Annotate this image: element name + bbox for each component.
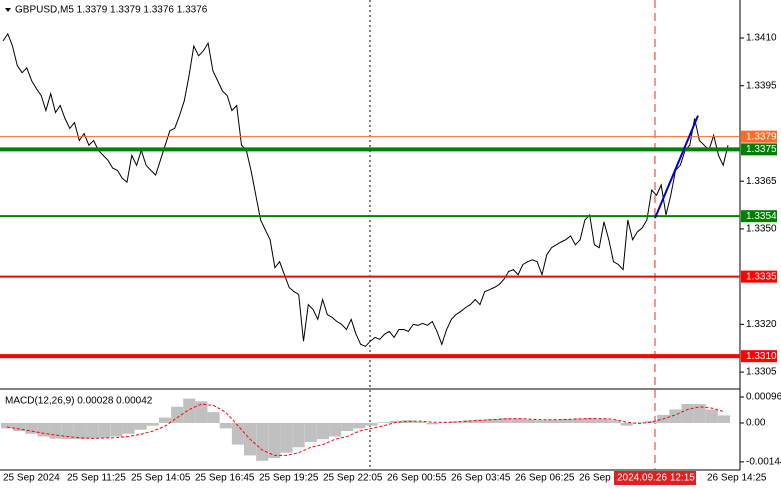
y-tick-label: 1.3320 <box>746 319 777 330</box>
histogram-bar <box>219 422 232 429</box>
histogram-bar <box>256 422 269 461</box>
level-label-box <box>741 143 777 156</box>
x-tick-label: 25 Sep 14:05 <box>131 473 191 484</box>
y-tick-label: 1.3410 <box>746 33 777 44</box>
y-tick-label: 0.00 <box>746 418 766 429</box>
histogram-bar <box>61 422 74 440</box>
level-label-box <box>741 350 777 363</box>
histogram-bar <box>183 398 196 423</box>
histogram-bar <box>572 418 585 423</box>
histogram-bar <box>401 420 415 423</box>
x-tick-label: 25 Sep 16:45 <box>195 473 255 484</box>
trendline <box>654 115 699 219</box>
histogram-bar <box>158 417 172 423</box>
histogram-bar <box>365 422 378 426</box>
price-line <box>2 32 729 347</box>
histogram-bar <box>450 421 463 423</box>
histogram-bar <box>705 409 718 423</box>
chart-title: GBPUSD,M5 1.3379 1.3379 1.3376 1.3376 <box>15 5 208 16</box>
histogram-bar <box>25 422 38 434</box>
histogram-bar <box>195 401 208 423</box>
histogram-bar <box>559 418 573 423</box>
histogram-bar <box>523 419 536 423</box>
histogram-bar <box>86 422 99 439</box>
histogram-bar <box>584 418 597 423</box>
histogram-bar <box>49 422 62 439</box>
histogram-bar <box>268 422 281 459</box>
x-tick-label: 25 Sep 2024 <box>3 473 60 484</box>
histogram-bar <box>535 420 548 423</box>
histogram-bar <box>146 422 159 426</box>
x-tick-label: 25 Sep 22:05 <box>323 473 383 484</box>
histogram-bar <box>304 422 317 442</box>
histogram-bar <box>474 419 487 423</box>
histogram-bar <box>134 422 147 430</box>
histogram-bar <box>377 422 390 423</box>
x-tick-label: 26 Sep 0 <box>579 473 619 484</box>
y-tick-label: 1.3365 <box>746 176 777 187</box>
histogram-bar <box>717 415 731 423</box>
x-tick-label: 25 Sep 11:25 <box>67 473 126 484</box>
y-tick-label: -0.00144 <box>746 457 781 468</box>
histogram-bar <box>426 422 439 425</box>
histogram-bar <box>389 420 402 423</box>
histogram-bar <box>341 422 354 432</box>
level-label-box <box>741 270 777 283</box>
x-tick-label: 26 Sep 06:25 <box>515 473 575 484</box>
x-tick-label: 26 Sep 00:55 <box>387 473 447 484</box>
histogram-bar <box>292 422 305 448</box>
histogram-bar <box>681 404 694 423</box>
level-label: 1.3379 <box>746 131 777 142</box>
histogram-bar <box>329 422 342 437</box>
histogram-bar <box>280 422 293 453</box>
level-label: 1.3310 <box>746 351 777 362</box>
cursor-label: 2024.09.26 12:15 <box>617 473 695 484</box>
histogram-bar <box>37 422 50 437</box>
histogram-bar <box>414 421 427 423</box>
y-tick-label: 1.3305 <box>746 367 777 378</box>
histogram-bar <box>487 418 500 423</box>
histogram-bar <box>645 420 658 423</box>
histogram-bar <box>353 422 366 429</box>
menu-icon <box>5 8 11 12</box>
histogram-bar <box>316 422 330 440</box>
histogram-bar <box>608 420 621 423</box>
histogram-bar <box>462 420 475 423</box>
histogram-bar <box>207 412 220 423</box>
macd-title: MACD(12,26,9) 0.00028 0.00042 <box>5 396 153 407</box>
x-tick-label: 26 Sep 14:25 <box>707 473 767 484</box>
histogram-bar <box>98 422 111 438</box>
histogram-bar <box>110 422 123 437</box>
level-label-box <box>741 210 777 223</box>
x-tick-label: 26 Sep 03:45 <box>451 473 511 484</box>
histogram-bar <box>632 422 645 423</box>
histogram-bar <box>13 422 26 432</box>
histogram-bar <box>693 404 706 423</box>
histogram-bar <box>547 419 560 423</box>
histogram-bar <box>73 422 86 440</box>
y-tick-label: 1.3350 <box>746 224 777 235</box>
y-tick-label: 1.3395 <box>746 80 777 91</box>
y-tick-label: 0.00096 <box>746 392 781 403</box>
histogram-bar <box>669 409 682 423</box>
level-label-box <box>741 130 777 143</box>
level-label: 1.3354 <box>746 211 777 222</box>
histogram-bar <box>122 422 135 434</box>
level-label: 1.3375 <box>746 144 777 155</box>
x-tick-label: 25 Sep 19:25 <box>259 473 319 484</box>
signal-line <box>6 403 725 456</box>
histogram-bar <box>511 418 524 423</box>
histogram-bar <box>171 406 184 423</box>
cursor-label-box <box>614 471 696 485</box>
histogram-bar <box>596 418 609 423</box>
histogram-bar <box>499 418 512 423</box>
level-label: 1.3335 <box>746 271 777 282</box>
histogram-bar <box>620 422 633 426</box>
histogram-bar <box>0 422 14 429</box>
